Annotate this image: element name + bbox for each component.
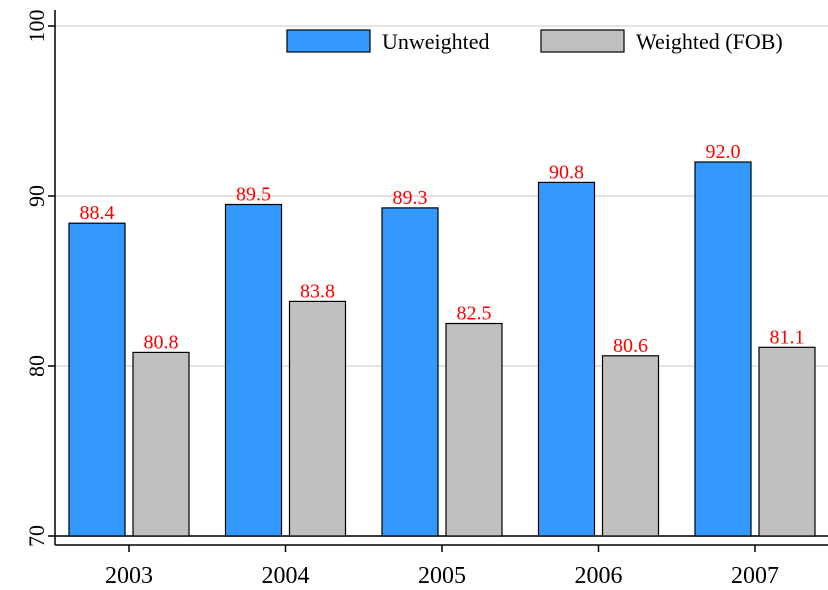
bar xyxy=(601,355,660,537)
legend-swatch xyxy=(540,29,625,53)
legend-label: Weighted (FOB) xyxy=(636,29,783,54)
x-tick-label: 2003 xyxy=(105,563,153,589)
bar xyxy=(445,322,503,537)
value-label: 89.5 xyxy=(236,184,271,206)
bar xyxy=(288,300,347,537)
value-label: 82.5 xyxy=(457,303,492,325)
bar xyxy=(694,161,752,537)
value-label: 81.1 xyxy=(770,326,805,348)
value-label: 88.4 xyxy=(80,202,115,224)
bar xyxy=(758,346,816,537)
x-tick-label: 2004 xyxy=(262,563,310,589)
x-tick-label: 2005 xyxy=(418,563,466,589)
bar xyxy=(381,207,439,537)
legend-swatch xyxy=(286,29,371,53)
y-tick-label: 90 xyxy=(24,185,49,207)
value-label: 90.8 xyxy=(549,161,584,183)
value-label: 89.3 xyxy=(393,187,428,209)
value-label: 80.8 xyxy=(144,331,179,353)
bar xyxy=(537,181,596,537)
bar xyxy=(68,222,126,537)
y-tick-label: 70 xyxy=(24,525,49,547)
y-tick-label: 80 xyxy=(24,355,49,377)
x-tick-label: 2006 xyxy=(575,563,623,589)
bar xyxy=(224,203,283,537)
value-label: 83.8 xyxy=(300,280,335,302)
y-tick-label: 100 xyxy=(24,10,49,43)
x-tick-label: 2007 xyxy=(731,563,779,589)
bar xyxy=(132,351,190,537)
value-label: 92.0 xyxy=(706,141,741,163)
legend-label: Unweighted xyxy=(382,29,490,54)
value-label: 80.6 xyxy=(613,335,648,357)
